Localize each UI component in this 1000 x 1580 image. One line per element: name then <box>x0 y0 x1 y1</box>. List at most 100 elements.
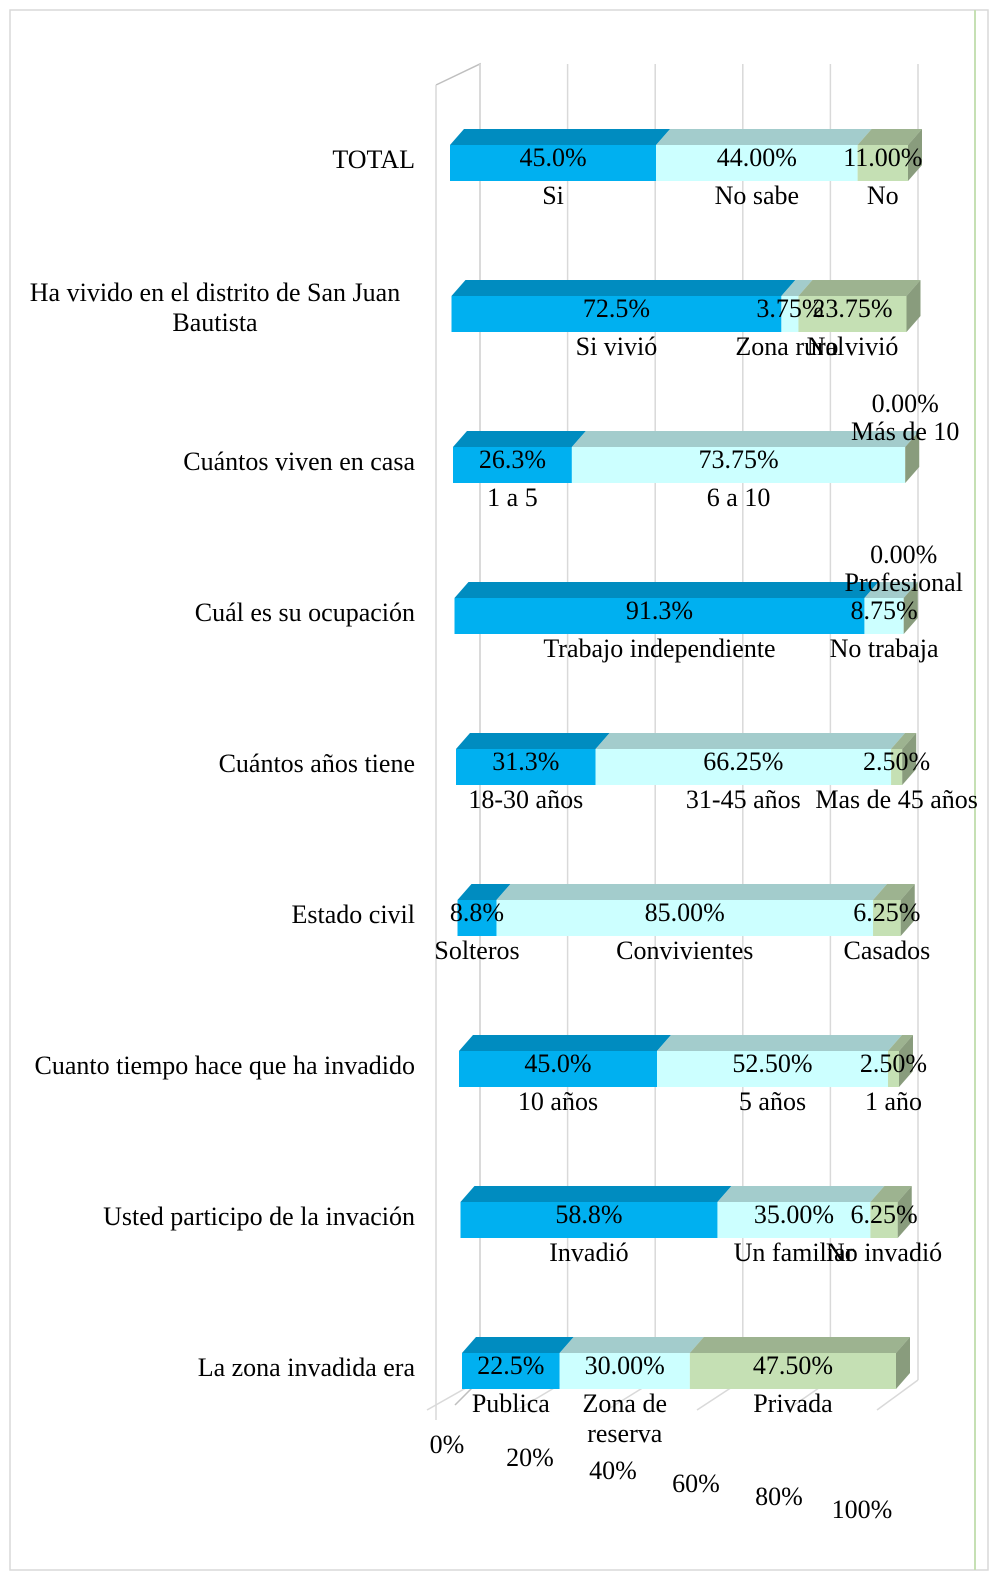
segment-label: No invadió <box>825 1238 943 1267</box>
bar-segment <box>873 900 901 936</box>
bar-segment <box>657 1051 888 1087</box>
data-label: 23.75% <box>812 294 893 323</box>
bar-segment-top <box>454 582 879 598</box>
data-label: 0.00% <box>870 540 938 569</box>
bar-segment-top-shade <box>453 431 586 447</box>
bar-segment <box>689 1353 896 1389</box>
bar-segment-top <box>781 280 813 296</box>
segment-label: Invadió <box>549 1238 629 1267</box>
bar-segment-top-shade <box>857 129 922 145</box>
bar-segment-top <box>657 1035 902 1051</box>
bar-segment <box>717 1202 871 1238</box>
segment-label: No sabe <box>714 181 800 210</box>
data-label: 66.25% <box>703 747 784 776</box>
bar-segment-top <box>689 1337 910 1353</box>
bar-side <box>906 280 921 332</box>
bar-segment-top <box>453 431 586 447</box>
segment-label: 31-45 años <box>685 785 801 814</box>
bar-segment-top <box>450 129 671 145</box>
bar-segment <box>462 1353 560 1389</box>
category-label: Cuántos viven en casa <box>183 447 415 476</box>
bar-segment-top <box>451 280 796 296</box>
bar-segment-top-shade <box>864 582 918 598</box>
segment-label: Un familiar <box>733 1238 855 1267</box>
segment-label: 18-30 años <box>468 785 584 814</box>
data-label: 52.50% <box>732 1049 813 1078</box>
bar-segment <box>456 749 596 785</box>
data-label: 45.0% <box>519 143 587 172</box>
bar-segment <box>891 749 903 785</box>
data-label: 47.50% <box>752 1351 834 1380</box>
bar-side <box>905 431 920 483</box>
segment-label: Zona rural <box>735 332 845 361</box>
bar-segment <box>453 447 572 483</box>
bar-side <box>897 1186 912 1238</box>
data-label: 91.3% <box>625 596 694 625</box>
bar-segment-top-shade <box>450 129 671 145</box>
data-label: 8.75% <box>850 596 918 625</box>
segment-label: Privada <box>753 1389 833 1418</box>
category-label: Estado civil <box>291 900 415 929</box>
bar-segment-top <box>595 733 906 749</box>
frame <box>9 9 989 1571</box>
data-label: 58.8% <box>555 1200 623 1229</box>
bar-segment-top-shade <box>656 129 872 145</box>
bar-segment-top <box>656 129 872 145</box>
category-label: TOTAL <box>332 145 415 174</box>
bar-segment <box>454 598 865 634</box>
segment-label: Casados <box>843 936 931 965</box>
bar-segment <box>888 1051 899 1087</box>
data-label: 26.3% <box>478 445 547 474</box>
bar-segment <box>559 1353 690 1389</box>
bar-segment-top-shade <box>689 1337 910 1353</box>
data-label: 2.50% <box>863 747 931 776</box>
bar-segment-top-shade <box>571 431 920 447</box>
bar-segment <box>870 1202 898 1238</box>
data-label: 0.00% <box>871 389 939 418</box>
bar-segment <box>864 598 904 634</box>
bar-segment-top-shade <box>457 884 511 900</box>
bar-segment-top-shade <box>717 1186 885 1202</box>
segment-label: 5 años <box>738 1087 807 1116</box>
bar-segment-top-shade <box>873 884 915 900</box>
bar-segment <box>496 900 874 936</box>
segment-label: Solteros <box>434 936 520 965</box>
category-label: Cuanto tiempo hace que ha invadido <box>34 1051 415 1080</box>
bar-segment-top-shade <box>454 582 879 598</box>
bar-segment-top <box>496 884 888 900</box>
data-label: 44.00% <box>716 143 797 172</box>
floor-line <box>876 1379 919 1411</box>
data-label: 2.50% <box>859 1049 928 1078</box>
segment-label: Si vivió <box>575 332 658 361</box>
data-label: 85.00% <box>644 898 725 927</box>
bar-segment-top-shade <box>559 1337 704 1353</box>
segment-label: Más de 10 <box>851 417 960 446</box>
segment-label: 1 a 5 <box>487 483 538 512</box>
bar-segment-top <box>864 582 918 598</box>
bar-side-shade <box>908 129 922 181</box>
bar-segment <box>459 1051 657 1087</box>
x-tick-label: 20% <box>506 1443 554 1472</box>
x-tick-label: 40% <box>589 1456 637 1485</box>
data-label: 73.75% <box>698 445 779 474</box>
bar-segment-top-shade <box>462 1337 574 1353</box>
bar-segment-top <box>873 884 915 900</box>
data-label: 45.0% <box>524 1049 592 1078</box>
bar-segment <box>798 296 907 332</box>
bar-segment-top-shade <box>870 1186 912 1202</box>
bar-segment-top <box>457 884 511 900</box>
bar-side-shade <box>897 1186 912 1238</box>
bar-segment <box>595 749 892 785</box>
x-tick-label: 80% <box>755 1482 803 1511</box>
bar-segment-top <box>456 733 610 749</box>
category-label: La zona invadida era <box>197 1353 415 1382</box>
bar-segment-top-shade <box>891 733 917 749</box>
bar-side-shade <box>902 733 917 785</box>
bar-segment <box>781 296 799 332</box>
bar-segment-top <box>460 1186 732 1202</box>
category-label: Cuál es su ocupación <box>194 598 415 627</box>
data-label: 31.3% <box>492 747 560 776</box>
data-label: 72.5% <box>582 294 651 323</box>
